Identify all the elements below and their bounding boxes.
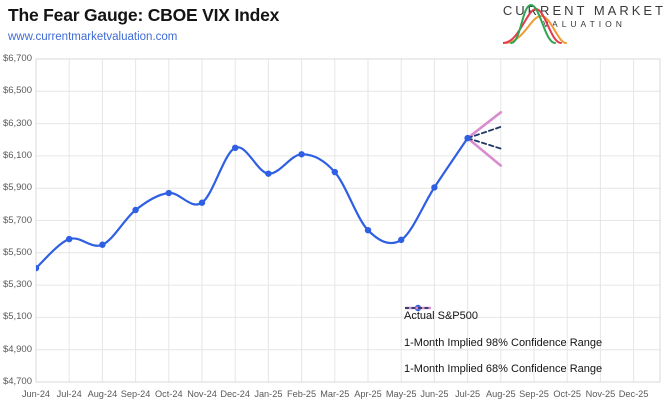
x-axis-tick: Nov-25 [585, 389, 616, 399]
y-axis-tick: $5,500 [2, 246, 32, 258]
x-axis-tick: Aug-25 [485, 389, 516, 399]
x-axis-tick: Aug-24 [87, 389, 118, 399]
x-axis-tick: Sep-24 [120, 389, 151, 399]
x-axis-tick: Jan-25 [254, 389, 283, 399]
x-axis-tick: Feb-25 [287, 389, 317, 399]
ci68-line-swatch-icon [405, 307, 431, 309]
x-axis-tick: Jul-24 [56, 389, 82, 399]
x-axis-tick: Jun-24 [21, 389, 51, 399]
x-axis-tick: Dec-25 [618, 389, 649, 399]
legend-item-actual: Actual S&P500 [404, 303, 602, 330]
x-axis-tick: May-25 [385, 389, 417, 399]
x-axis-tick: Sep-25 [519, 389, 549, 399]
x-axis-tick: Oct-24 [155, 389, 183, 399]
legend-label-98ci: 1-Month Implied 98% Confidence Range [404, 336, 603, 349]
site-link[interactable]: www.currentmarketvaluation.com [8, 31, 178, 43]
x-axis-tick: Dec-24 [220, 389, 250, 399]
page-title: The Fear Gauge: CBOE VIX Index [8, 5, 280, 25]
x-axis-tick: Mar-25 [320, 389, 350, 399]
y-axis-tick: $6,700 [2, 53, 32, 64]
y-axis-tick: $5,100 [2, 311, 32, 323]
legend-item-68ci: 1-Month Implied 68% Confidence Range [404, 307, 603, 383]
logo-line2: VALUATION [542, 19, 626, 29]
y-axis-tick: $5,300 [2, 279, 32, 291]
legend-label-68ci: 1-Month Implied 68% Confidence Range [404, 363, 603, 376]
y-axis-tick: $6,100 [2, 149, 32, 161]
x-axis-tick: Oct-25 [553, 389, 581, 399]
x-axis-tick: Apr-25 [354, 389, 382, 399]
cmv-logo: CURRENT MARKET VALUATION [502, 3, 666, 44]
x-axis-tick: Jun-25 [420, 389, 449, 399]
x-axis-tick: Jul-25 [455, 389, 481, 399]
bell-curves-icon [502, 3, 567, 44]
legend-label-actual: Actual S&P500 [404, 310, 478, 323]
y-axis-tick: $5,700 [2, 214, 32, 226]
legend-item-98ci: 1-Month Implied 98% Confidence Range [404, 306, 603, 357]
y-axis-tick: $6,300 [2, 117, 32, 129]
chart-legend: Actual S&P500 1-Month Implied 98% Confid… [404, 303, 602, 383]
y-axis-tick: $4,900 [2, 343, 32, 355]
y-axis-tick: $6,500 [2, 85, 32, 97]
y-axis-tick: $4,700 [2, 376, 32, 387]
y-axis-tick: $5,900 [2, 182, 32, 194]
x-axis-tick: Nov-24 [187, 389, 217, 399]
